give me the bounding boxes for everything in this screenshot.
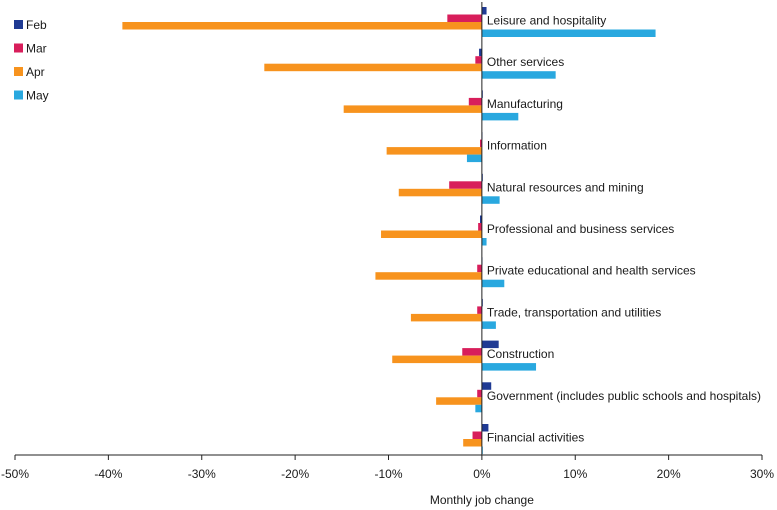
bar-apr-5	[381, 230, 482, 238]
legend: Feb Mar Apr May	[14, 18, 49, 103]
legend-swatch-mar	[14, 43, 23, 53]
bar-feb-0	[481, 7, 487, 15]
x-tick-label: 20%	[657, 467, 681, 481]
x-tick-label: 0%	[473, 467, 491, 481]
category-label: Professional and business services	[487, 222, 674, 236]
bar-apr-10	[463, 439, 482, 447]
bar-apr-7	[410, 313, 482, 322]
bar-may-8	[481, 363, 537, 371]
bar-mar-5	[478, 223, 482, 231]
bar-feb-10	[481, 424, 489, 432]
category-label: Manufacturing	[487, 97, 563, 111]
bar-mar-9	[477, 389, 482, 398]
bar-mar-6	[477, 264, 482, 273]
bar-apr-3	[386, 147, 482, 155]
bar-may-3	[466, 154, 482, 163]
bar-feb-5	[480, 215, 482, 223]
category-label: Government (includes public schools and …	[487, 389, 761, 403]
legend-swatch-feb	[14, 20, 23, 29]
legend-label-mar: Mar	[26, 42, 47, 56]
category-label: Information	[487, 139, 547, 153]
category-label: Financial activities	[487, 431, 584, 445]
bar-may-4	[481, 196, 500, 204]
x-axis-label: Monthly job change	[430, 493, 534, 507]
bar-mar-10	[472, 431, 482, 439]
bar-mar-0	[447, 14, 482, 22]
bar-apr-9	[436, 397, 482, 405]
bar-apr-6	[375, 272, 482, 280]
category-label: Construction	[487, 347, 554, 361]
x-tick-label: 30%	[750, 467, 774, 481]
bar-may-0	[481, 29, 656, 37]
category-label: Natural resources and mining	[487, 180, 644, 194]
x-tick-label: -20%	[281, 467, 309, 481]
category-label: Other services	[487, 55, 564, 69]
bar-apr-0	[122, 22, 482, 30]
category-label: Leisure and hospitality	[487, 14, 606, 28]
bar-feb-8	[481, 340, 499, 349]
x-tick-label: -50%	[1, 467, 29, 481]
bar-may-7	[481, 321, 496, 329]
x-tick-label: 10%	[563, 467, 587, 481]
legend-swatch-apr	[14, 67, 23, 76]
axes-layer: -50% -40% -30% -20% -10% 0% 10% 20% 30%	[1, 2, 774, 481]
bar-apr-1	[264, 63, 482, 72]
bar-feb-1	[479, 48, 482, 57]
x-tick-label: -10%	[374, 467, 402, 481]
bars-layer	[122, 7, 656, 454]
bar-apr-4	[398, 188, 482, 197]
legend-label-feb: Feb	[26, 18, 47, 32]
category-labels: Leisure and hospitality Other services Man…	[487, 14, 761, 445]
bar-mar-2	[468, 97, 482, 106]
legend-label-may: May	[26, 89, 49, 103]
bar-apr-2	[343, 105, 482, 113]
legend-swatch-may	[14, 90, 23, 100]
bar-mar-3	[480, 139, 482, 148]
bar-may-9	[475, 404, 482, 413]
category-label: Trade, transportation and utilities	[487, 305, 661, 319]
bar-mar-7	[477, 306, 482, 314]
bar-may-6	[481, 279, 505, 288]
bar-mar-4	[449, 181, 482, 189]
bar-may-2	[481, 112, 519, 121]
x-tick-label: -40%	[94, 467, 122, 481]
legend-label-apr: Apr	[26, 65, 45, 79]
bar-mar-1	[475, 56, 482, 64]
bar-apr-8	[392, 355, 482, 364]
x-tick-label: -30%	[188, 467, 216, 481]
category-label: Private educational and health services	[487, 264, 696, 278]
bar-feb-9	[481, 382, 492, 390]
bar-may-5	[481, 238, 487, 246]
bar-may-1	[481, 71, 556, 79]
bar-mar-8	[462, 348, 482, 356]
